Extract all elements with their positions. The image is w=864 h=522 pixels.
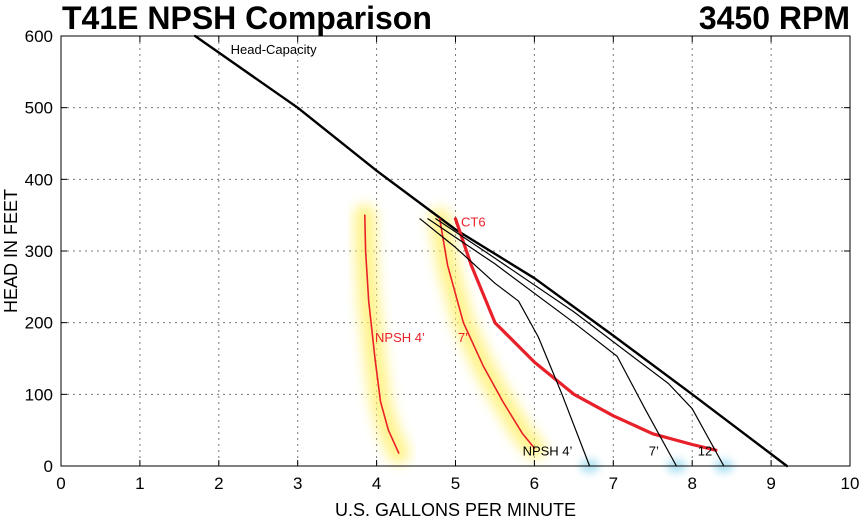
x-tick-label: 1 — [135, 474, 144, 493]
y-tick-label: 200 — [25, 314, 53, 333]
x-tick-label: 3 — [293, 474, 302, 493]
series — [193, 34, 789, 468]
series-line-ct6 — [453, 217, 718, 452]
x-tick-label: 9 — [766, 474, 775, 493]
ann-ct6: CT6 — [461, 215, 486, 230]
y-tick-label: 300 — [25, 242, 53, 261]
ann-npsh12-black: 12’ — [698, 443, 715, 458]
y-tick-label: 400 — [25, 170, 53, 189]
x-axis-label: U.S. GALLONS PER MINUTE — [335, 500, 576, 520]
y-axis-label: HEAD IN FEET — [1, 189, 21, 313]
y-tick-label: 600 — [25, 27, 53, 46]
series-line-npsh7-red — [438, 218, 536, 449]
series-line-npsh12-black — [435, 218, 725, 467]
annotations: Head-Capacity CT6 NPSH 4’ 7’ NPSH 4’ 7’ 12’ — [231, 42, 716, 458]
ann-npsh4-black: NPSH 4’ — [523, 443, 573, 458]
series-line-head-capacity — [193, 34, 789, 468]
ann-head-capacity: Head-Capacity — [231, 42, 317, 57]
x-tick-label: 4 — [372, 474, 381, 493]
series-line-npsh4-black — [419, 218, 591, 467]
ann-npsh7-red: 7’ — [458, 330, 468, 345]
x-tick-label: 6 — [530, 474, 539, 493]
y-tick-label: 500 — [25, 99, 53, 118]
x-tick-label: 7 — [609, 474, 618, 493]
y-tick-label: 100 — [25, 385, 53, 404]
ann-npsh4-red: NPSH 4’ — [375, 330, 425, 345]
ann-npsh7-black: 7’ — [649, 443, 659, 458]
chart-subtitle: 3450 RPM — [698, 0, 850, 36]
y-tick-label: 0 — [44, 457, 53, 476]
x-tick-label: 10 — [841, 474, 860, 493]
chart-title: T41E NPSH Comparison — [62, 0, 432, 36]
series-line-npsh4-red — [364, 214, 400, 454]
series-line-npsh7-black — [427, 218, 677, 467]
x-tick-label: 8 — [687, 474, 696, 493]
x-tick-label: 5 — [451, 474, 460, 493]
x-tick-label: 2 — [214, 474, 223, 493]
x-tick-label: 0 — [56, 474, 65, 493]
